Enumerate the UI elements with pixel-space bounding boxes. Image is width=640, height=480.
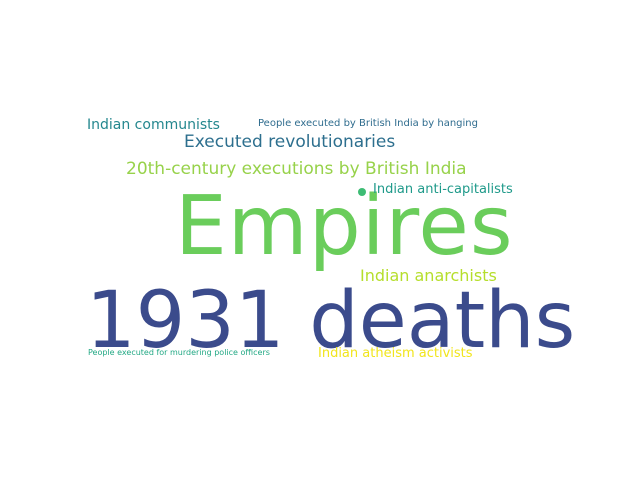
word-indian-anti-capitalists: Indian anti-capitalists — [373, 182, 513, 197]
word-indian-communists: Indian communists — [87, 117, 220, 133]
word-indian-anarchists: Indian anarchists — [360, 266, 497, 285]
word-20th-century-executions: 20th-century executions by British India — [126, 159, 467, 179]
word-fragment-dot — [358, 188, 366, 196]
word-executed-by-hanging: People executed by British India by hang… — [258, 118, 478, 129]
word-1931-deaths: 1931 deaths — [86, 276, 576, 366]
word-executed-revolutionaries: Executed revolutionaries — [184, 132, 396, 152]
word-indian-atheism-activists: Indian atheism activists — [318, 346, 473, 361]
word-empires: Empires — [175, 179, 514, 274]
word-executed-for-murdering-police: People executed for murdering police off… — [88, 348, 270, 357]
